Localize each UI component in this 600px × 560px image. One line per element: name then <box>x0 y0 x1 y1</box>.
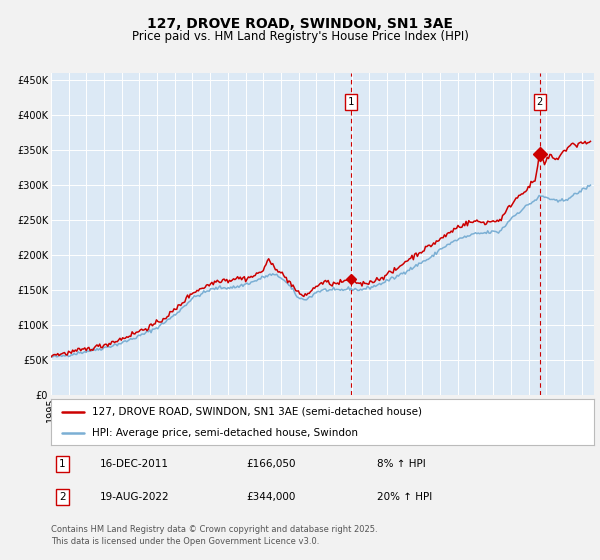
Text: 1: 1 <box>348 97 354 107</box>
Text: 16-DEC-2011: 16-DEC-2011 <box>100 459 169 469</box>
Text: Price paid vs. HM Land Registry's House Price Index (HPI): Price paid vs. HM Land Registry's House … <box>131 30 469 44</box>
Text: £344,000: £344,000 <box>247 492 296 502</box>
Text: 20% ↑ HPI: 20% ↑ HPI <box>377 492 432 502</box>
Text: Contains HM Land Registry data © Crown copyright and database right 2025.
This d: Contains HM Land Registry data © Crown c… <box>51 525 377 546</box>
Text: 127, DROVE ROAD, SWINDON, SN1 3AE (semi-detached house): 127, DROVE ROAD, SWINDON, SN1 3AE (semi-… <box>92 407 422 417</box>
Text: £166,050: £166,050 <box>247 459 296 469</box>
Text: 2: 2 <box>59 492 66 502</box>
Text: 2: 2 <box>536 97 543 107</box>
Text: 19-AUG-2022: 19-AUG-2022 <box>100 492 169 502</box>
Text: 1: 1 <box>59 459 66 469</box>
Text: 127, DROVE ROAD, SWINDON, SN1 3AE: 127, DROVE ROAD, SWINDON, SN1 3AE <box>147 16 453 30</box>
Text: HPI: Average price, semi-detached house, Swindon: HPI: Average price, semi-detached house,… <box>92 428 358 438</box>
Text: 8% ↑ HPI: 8% ↑ HPI <box>377 459 425 469</box>
